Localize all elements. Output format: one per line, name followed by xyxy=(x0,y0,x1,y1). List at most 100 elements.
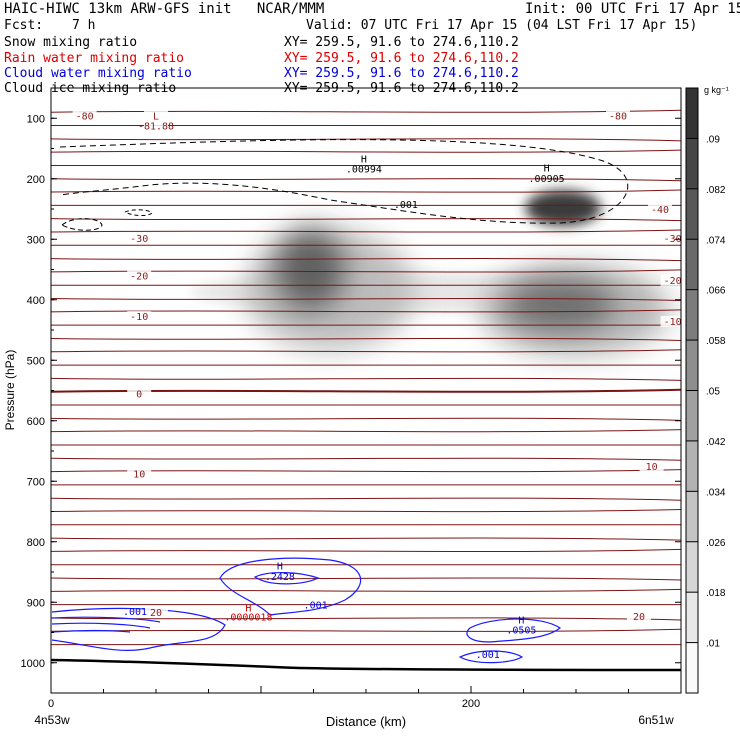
temperature-contour xyxy=(51,497,681,501)
temperature-label-bg xyxy=(660,315,685,327)
cloud-water-contour-upper xyxy=(219,557,362,616)
cloud-ice-label: .00994 xyxy=(346,165,382,176)
cloud-water-contour-tail xyxy=(51,616,161,633)
temperature-label: -20 xyxy=(664,276,682,287)
colorbar-swatch xyxy=(686,541,698,593)
temperature-contour xyxy=(51,229,681,233)
surface-terrain xyxy=(50,658,682,672)
y-tick-label: 1000 xyxy=(21,658,45,670)
temperature-contour xyxy=(51,297,681,302)
cloud-water-label: .001 xyxy=(123,607,147,618)
temperature-label-bg xyxy=(127,388,152,400)
x-end-left: 4n53w xyxy=(34,713,70,727)
colorbar-label: .074 xyxy=(706,235,726,246)
temperature-contour xyxy=(51,349,681,353)
temperature-label-bg xyxy=(72,110,97,122)
y-tick-label: 200 xyxy=(27,174,45,186)
temperature-label: 20 xyxy=(633,612,645,623)
colorbar-label: .09 xyxy=(706,134,720,145)
cloud-ice-label: .00905 xyxy=(529,174,565,185)
colorbar-label: .01 xyxy=(706,639,720,650)
legend-rain-xy: XY= 259.5, 91.6 to 274.6,110.2 xyxy=(284,51,519,66)
colorbar-swatch xyxy=(686,88,698,139)
y-tick-label: 700 xyxy=(27,476,45,488)
cloud-water-contour-lower xyxy=(51,607,226,651)
snow-cell-left-core xyxy=(275,230,345,310)
temperature-label-bg xyxy=(648,204,672,216)
temperature-label-bg xyxy=(660,274,685,286)
legend-rain: Rain water mixing ratio xyxy=(4,51,185,66)
fcst-value: 7 h xyxy=(72,18,96,33)
temperature-contour xyxy=(51,258,681,262)
temperature-label-bg xyxy=(144,606,168,618)
temperature-label-bg xyxy=(639,461,664,473)
colorbar-swatch xyxy=(686,188,698,240)
temperature-label-bg xyxy=(606,110,630,122)
y-tick-label: 600 xyxy=(27,416,45,428)
temperature-contour xyxy=(51,457,681,461)
cloud-ice-label: H xyxy=(361,154,367,165)
temperature-label: 10 xyxy=(133,469,145,480)
temperature-label-bg xyxy=(127,311,152,323)
temperature-contour xyxy=(51,628,681,632)
ice-contour-small xyxy=(61,218,103,231)
colorbar-label: .026 xyxy=(706,538,726,549)
y-tick-label: 100 xyxy=(27,113,45,125)
y-tick-label: 500 xyxy=(27,355,45,367)
y-tick-label: 400 xyxy=(27,295,45,307)
x-axis-label: Distance (km) xyxy=(326,714,406,729)
temperature-contour xyxy=(51,109,681,113)
temperature-label: -30 xyxy=(664,234,682,245)
title-text: HAIC-HIWC 13km ARW-GFS init NCAR/MMM xyxy=(4,1,325,17)
temperature-contour xyxy=(51,178,681,182)
y-tick-label: 300 xyxy=(27,234,45,246)
temperature-contour xyxy=(51,149,681,153)
colorbar-swatch xyxy=(686,289,698,341)
colorbar-unit: g kg⁻¹ xyxy=(704,85,729,95)
temperature-label: 10 xyxy=(646,462,658,473)
cloud-water-label: .001 xyxy=(476,650,500,661)
temperature-label: -40 xyxy=(651,205,669,216)
temperature-contour xyxy=(51,138,681,142)
temperature-contour xyxy=(51,577,681,581)
ice-contour-line xyxy=(59,139,629,224)
colorbar-swatch xyxy=(686,642,698,693)
valid-time: Valid: 07 UTC Fri 17 Apr 15 (04 LST Fri … xyxy=(306,18,698,33)
colorbar-swatch xyxy=(686,491,698,542)
colorbar-label: .042 xyxy=(706,437,726,448)
colorbar-swatch xyxy=(686,440,698,492)
temperature-contour xyxy=(51,337,681,341)
surface-line xyxy=(50,658,682,672)
temperature-contour xyxy=(51,537,681,541)
temperature-label: 20 xyxy=(150,608,162,619)
temperature-contour xyxy=(51,377,681,381)
temperature-label-bg xyxy=(627,611,651,623)
colorbar-swatch xyxy=(686,390,698,441)
colorbar-label: .05 xyxy=(706,387,720,398)
ice-contour xyxy=(59,139,629,231)
temperature-label: 0 xyxy=(136,390,142,401)
legend-cloudwater: Cloud water mixing ratio xyxy=(4,66,192,81)
y-tick-label: 800 xyxy=(27,537,45,549)
cloud-water-contours xyxy=(51,557,562,664)
y-axis-label: Pressure (hPa) xyxy=(3,350,17,431)
temperature-contour xyxy=(51,218,681,222)
temperature-label-bg xyxy=(144,110,168,122)
colorbar-swatch xyxy=(686,592,698,643)
colorbar-label: .066 xyxy=(706,286,726,297)
init-time: Init: 00 UTC Fri 17 Apr 15 xyxy=(525,1,740,17)
colorbar-swatch xyxy=(686,239,698,290)
temperature-label-bg xyxy=(660,233,685,245)
temperature-label-bg xyxy=(144,120,168,132)
legend-cloudwater-xy: XY= 259.5, 91.6 to 274.6,110.2 xyxy=(284,66,519,81)
legend-snow-xy: XY= 259.5, 91.6 to 274.6,110.2 xyxy=(284,35,519,50)
temperature-label: -20 xyxy=(130,272,148,283)
chart-annotations: -80 -80 -81.88L -40 -30 -30 -20 -20 -10 -10 0 10 10 2… xyxy=(72,110,685,661)
colorbar-swatch xyxy=(686,138,698,189)
temperature-label: -80 xyxy=(609,111,627,122)
y-tick-label: 900 xyxy=(27,597,45,609)
legend-snow: Snow mixing ratio xyxy=(4,35,138,50)
cloud-water-label: .2428 xyxy=(265,572,295,583)
